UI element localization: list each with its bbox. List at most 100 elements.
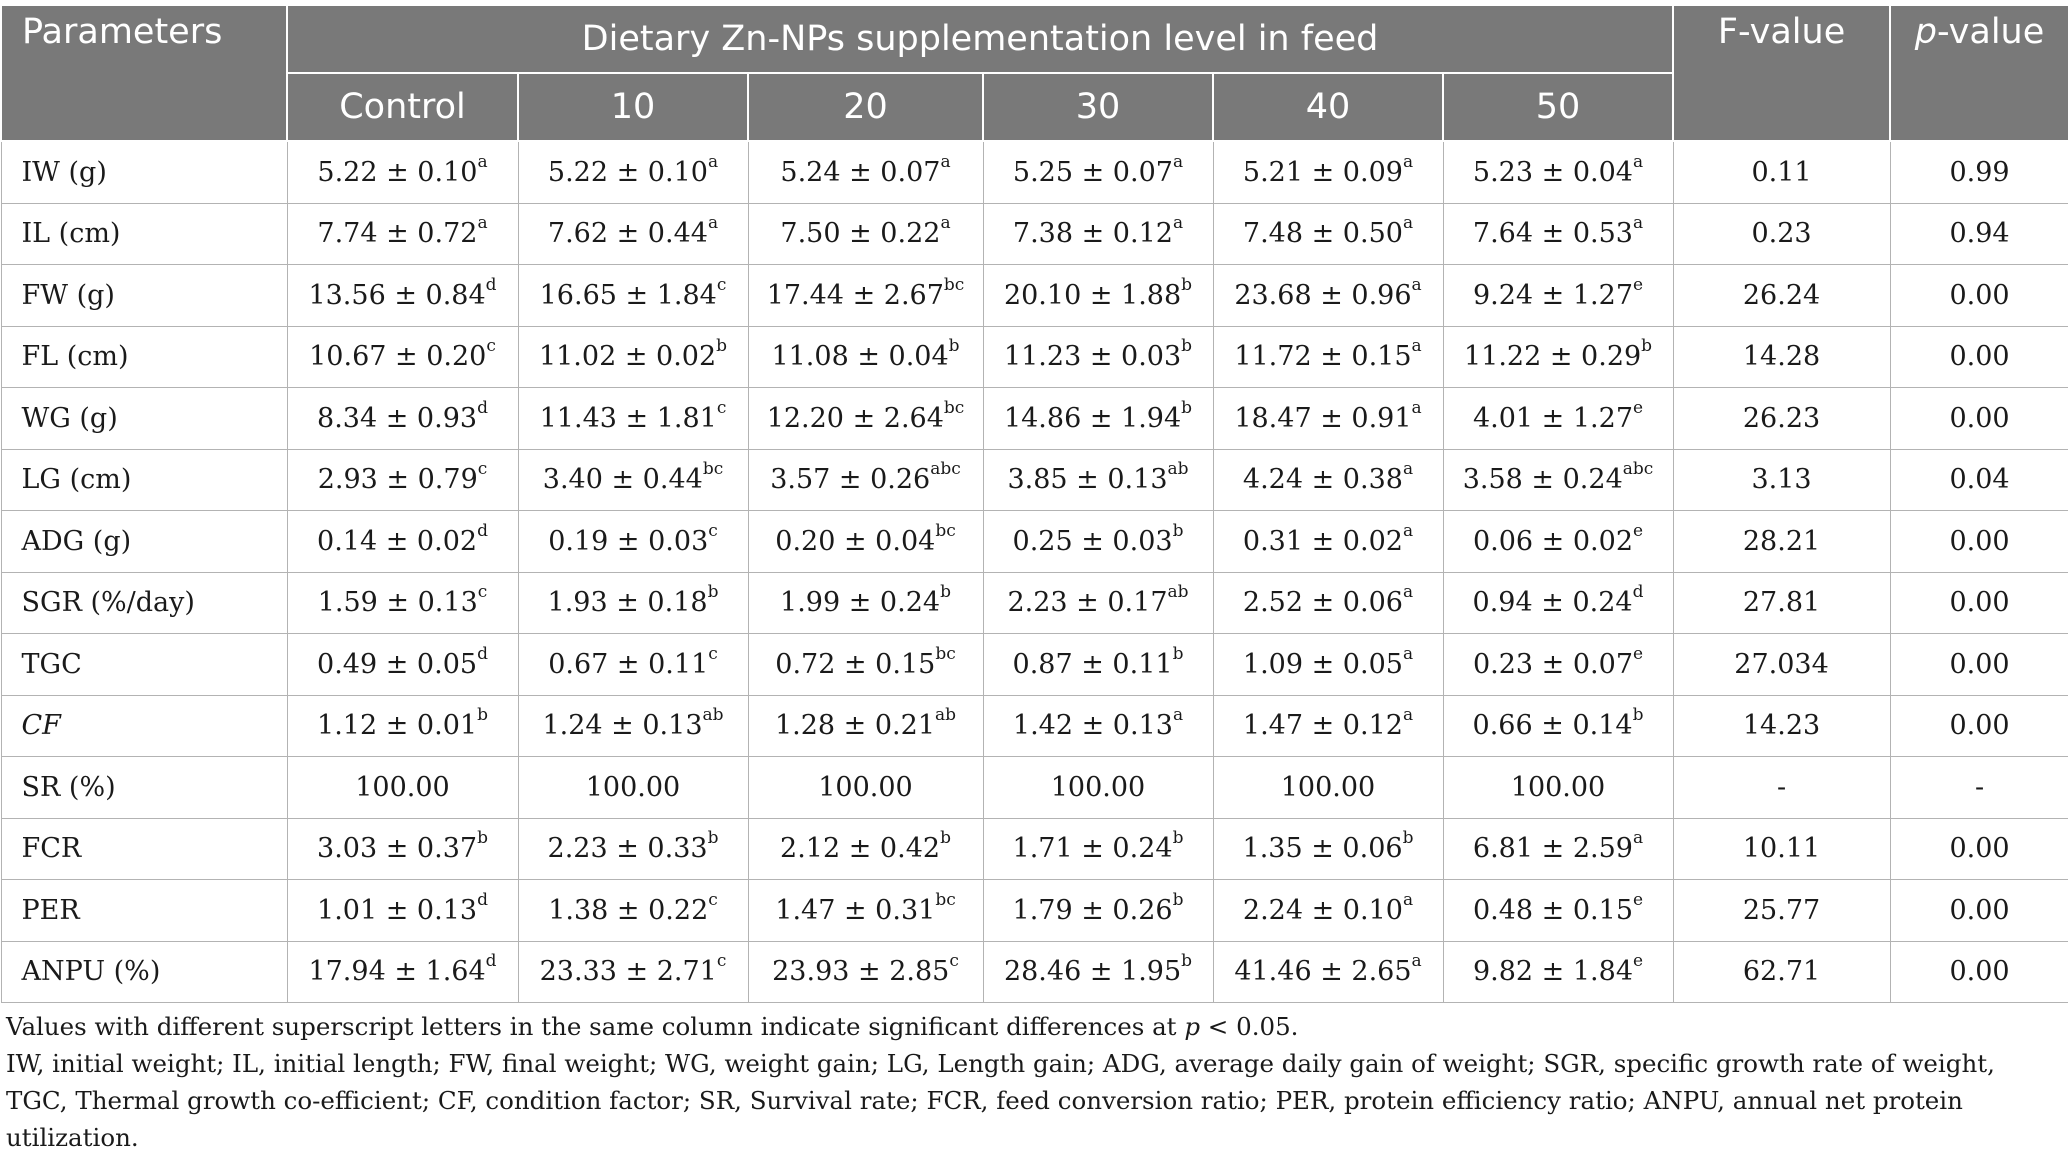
mean-sd-value: 12.20 ± 2.64: [766, 402, 944, 434]
value-cell: 0.25 ± 0.03b: [982, 510, 1214, 573]
parameter-cell: FL (cm): [0, 325, 288, 388]
mean-sd-value: 7.64 ± 0.53: [1472, 218, 1633, 250]
parameter-cell: FW (g): [0, 264, 288, 327]
p-value-cell: 0.00: [1889, 633, 2068, 696]
value-cell: 1.79 ± 0.26b: [982, 879, 1214, 942]
mean-sd-value: 0.20 ± 0.04: [775, 525, 936, 557]
mean-sd-value: 11.02 ± 0.02: [538, 341, 717, 373]
significance-superscript: a: [1411, 951, 1422, 972]
value-cell: 41.46 ± 2.65a: [1212, 940, 1444, 1003]
value-cell: 3.85 ± 0.13ab: [982, 448, 1214, 511]
mean-sd-value: 0.06 ± 0.02: [1472, 525, 1633, 557]
mean-sd-value: 1.12 ± 0.01: [317, 710, 478, 742]
mean-sd-value: 17.44 ± 2.67: [766, 279, 944, 311]
significance-superscript: a: [477, 151, 488, 172]
mean-sd-value: 11.43 ± 1.81: [539, 402, 717, 434]
p-value-cell: 0.00: [1889, 940, 2068, 1003]
table-row: TGC 0.49 ± 0.05d 0.67 ± 0.11c 0.72 ± 0.15bc…: [0, 633, 2068, 696]
value-cell: 0.48 ± 0.15e: [1442, 879, 1674, 942]
significance-superscript: a: [1402, 213, 1414, 234]
mean-sd-value: 2.52 ± 0.06: [1242, 587, 1403, 619]
supplementation-group-header: Dietary Zn-NPs supplementation level in …: [285, 4, 1675, 74]
mean-sd-value: 5.22 ± 0.10: [547, 156, 708, 188]
significance-superscript: a: [1632, 213, 1644, 234]
mean-sd-value: 23.68 ± 0.96: [1234, 279, 1412, 311]
mean-sd-value: 7.48 ± 0.50: [1242, 218, 1403, 250]
value-cell: 1.59 ± 0.13c: [286, 571, 519, 634]
mean-sd-value: 5.21 ± 0.09: [1242, 156, 1403, 188]
significance-superscript: abc: [930, 459, 961, 480]
level-header-10: 10: [517, 72, 749, 142]
p-value-cell: 0.00: [1889, 387, 2068, 450]
significance-superscript: b: [940, 582, 951, 603]
p-value-cell: -: [1889, 756, 2068, 819]
value-cell: 28.46 ± 1.95b: [982, 940, 1214, 1003]
mean-sd-value: 41.46 ± 2.65: [1234, 956, 1412, 988]
significance-superscript: b: [1641, 336, 1653, 357]
significance-superscript: ab: [935, 705, 957, 726]
significance-superscript: e: [1633, 951, 1644, 972]
parameter-cell: ANPU (%): [0, 940, 288, 1003]
table-body: IW (g) 5.22 ± 0.10a 5.22 ± 0.10a 5.24 ± 0.0…: [0, 140, 2068, 1003]
significance-superscript: d: [477, 397, 488, 418]
significance-superscript: bc: [702, 459, 724, 480]
mean-sd-value: 1.09 ± 0.05: [1242, 648, 1403, 680]
value-cell: 7.64 ± 0.53a: [1442, 202, 1674, 265]
mean-sd-value: 1.01 ± 0.13: [317, 894, 478, 926]
value-cell: 1.12 ± 0.01b: [286, 694, 519, 757]
mean-sd-value: 100.00: [1050, 771, 1146, 803]
value-cell: 100.00: [747, 756, 984, 819]
significance-note-text: Values with different superscript letter…: [6, 1012, 1185, 1041]
mean-sd-value: 2.24 ± 0.10: [1242, 894, 1403, 926]
significance-superscript: e: [1633, 274, 1644, 295]
mean-sd-value: 1.99 ± 0.24: [780, 587, 941, 619]
value-cell: 23.33 ± 2.71c: [517, 940, 749, 1003]
mean-sd-value: 1.93 ± 0.18: [547, 587, 708, 619]
value-cell: 100.00: [982, 756, 1214, 819]
mean-sd-value: 7.74 ± 0.72: [317, 218, 478, 250]
value-cell: 2.23 ± 0.17ab: [982, 571, 1214, 634]
mean-sd-value: 11.08 ± 0.04: [771, 341, 949, 373]
significance-superscript: c: [708, 889, 718, 910]
mean-sd-value: 1.24 ± 0.13: [542, 710, 703, 742]
growth-performance-table: Parameters Dietary Zn-NPs supplementatio…: [0, 4, 2068, 1003]
value-cell: 8.34 ± 0.93d: [286, 387, 519, 450]
value-cell: 3.03 ± 0.37b: [286, 817, 519, 880]
significance-superscript: d: [485, 274, 497, 295]
table-row: FL (cm) 10.67 ± 0.20c 11.02 ± 0.02b 11.08 ±…: [0, 325, 2068, 388]
value-cell: 1.38 ± 0.22c: [517, 879, 749, 942]
mean-sd-value: 4.01 ± 1.27: [1472, 402, 1633, 434]
significance-superscript: b: [716, 336, 728, 357]
significance-superscript: a: [1632, 151, 1644, 172]
mean-sd-value: 0.66 ± 0.14: [1472, 710, 1633, 742]
significance-superscript: ab: [1167, 582, 1189, 603]
table-row: FCR 3.03 ± 0.37b 2.23 ± 0.33b 2.12 ± 0.42b 1…: [0, 817, 2068, 880]
mean-sd-value: 0.23 ± 0.07: [1472, 648, 1633, 680]
significance-superscript: e: [1633, 643, 1644, 664]
mean-sd-value: 2.23 ± 0.33: [547, 833, 708, 865]
significance-superscript: b: [940, 828, 951, 849]
mean-sd-value: 1.38 ± 0.22: [548, 894, 709, 926]
f-value-cell: 3.13: [1672, 448, 1891, 511]
mean-sd-value: 2.93 ± 0.79: [317, 464, 478, 496]
value-cell: 1.35 ± 0.06b: [1212, 817, 1444, 880]
mean-sd-value: 1.42 ± 0.13: [1012, 710, 1173, 742]
value-cell: 7.38 ± 0.12a: [982, 202, 1214, 265]
significance-superscript: c: [486, 336, 496, 357]
value-cell: 13.56 ± 0.84d: [286, 264, 519, 327]
value-cell: 3.58 ± 0.24abc: [1442, 448, 1674, 511]
mean-sd-value: 2.12 ± 0.42: [780, 833, 941, 865]
mean-sd-value: 23.33 ± 2.71: [539, 956, 717, 988]
value-cell: 4.01 ± 1.27e: [1442, 387, 1674, 450]
p-value-cell: 0.00: [1889, 694, 2068, 757]
significance-superscript: bc: [935, 889, 956, 910]
value-cell: 0.19 ± 0.03c: [517, 510, 749, 573]
value-cell: 9.24 ± 1.27e: [1442, 264, 1674, 327]
significance-superscript: a: [1411, 336, 1422, 357]
p-value-cell: 0.94: [1889, 202, 2068, 265]
table-row: ADG (g) 0.14 ± 0.02d 0.19 ± 0.03c 0.20 ± 0.…: [0, 510, 2068, 573]
value-cell: 0.66 ± 0.14b: [1442, 694, 1674, 757]
value-cell: 7.50 ± 0.22a: [747, 202, 984, 265]
mean-sd-value: 1.71 ± 0.24: [1012, 833, 1173, 865]
significance-superscript: abc: [1622, 459, 1654, 480]
